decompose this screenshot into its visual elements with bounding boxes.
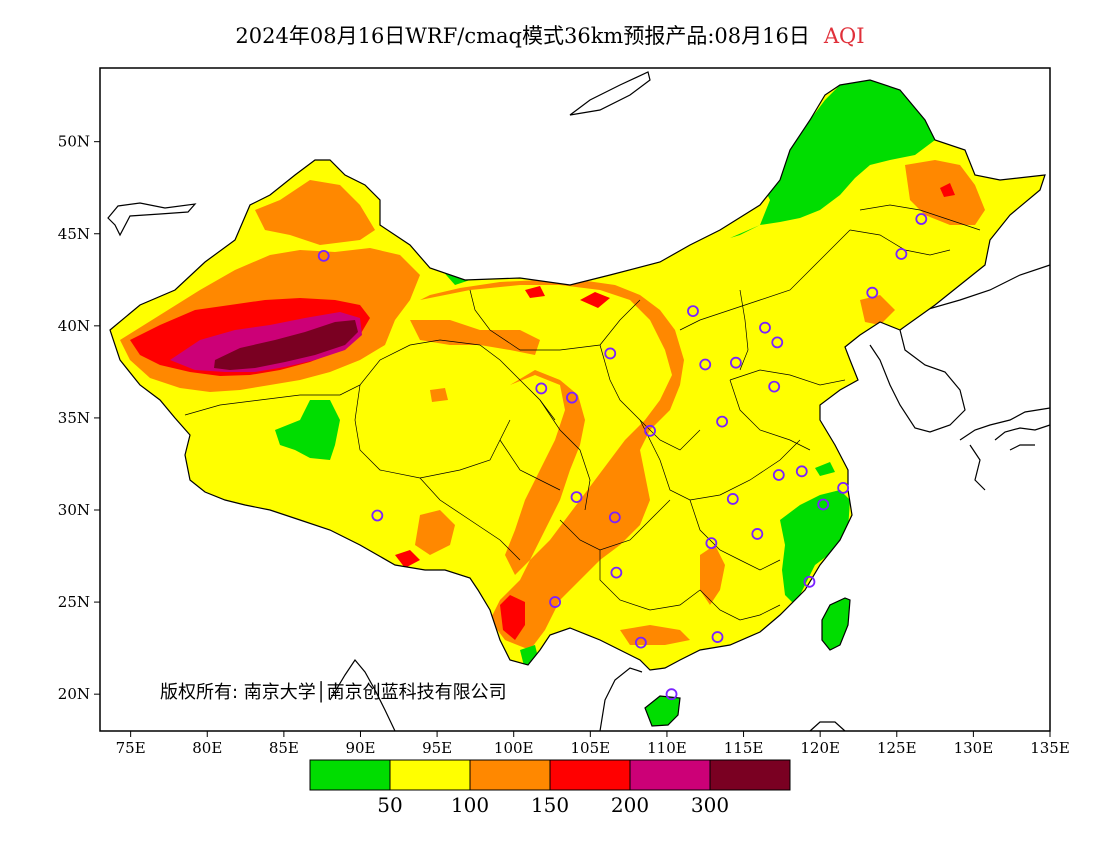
- station-marker: [687, 305, 699, 318]
- station-marker: [570, 491, 583, 504]
- y-tick-label: 25N: [58, 593, 90, 611]
- x-tick-label: 80E: [192, 739, 222, 757]
- y-tick-label: 20N: [58, 685, 90, 703]
- y-tick-label: 35N: [58, 409, 90, 427]
- station-marker: [716, 415, 728, 428]
- station-marker: [729, 356, 742, 369]
- station-marker: [837, 481, 850, 494]
- station-marker: [771, 336, 784, 349]
- y-tick-label: 40N: [58, 317, 90, 335]
- x-tick-label: 120E: [800, 739, 840, 757]
- station-marker: [604, 347, 617, 360]
- station-marker: [772, 469, 785, 481]
- y-axis-ticks: 50N 45N 40N 35N 30N 25N 20N: [58, 133, 100, 703]
- legend-color-box: [549, 759, 631, 791]
- title-main: 2024年08月16日WRF/cmaq模式36km预报产品:08月16日: [235, 24, 810, 48]
- station-marker: [317, 249, 330, 262]
- station-marker: [610, 566, 623, 579]
- y-tick-label: 45N: [58, 225, 90, 243]
- station-marker: [699, 358, 712, 371]
- station-marker: [665, 688, 678, 701]
- station-marker: [535, 382, 548, 395]
- station-marker: [549, 596, 561, 608]
- legend-label: 100: [451, 793, 489, 817]
- station-marker: [866, 286, 879, 299]
- station-marker: [608, 511, 621, 524]
- station-marker: [711, 631, 724, 643]
- legend-color-box: [309, 759, 391, 791]
- station-marker: [795, 465, 808, 478]
- legend-color-box: [469, 759, 551, 791]
- x-tick-label: 125E: [877, 739, 917, 757]
- station-marker: [705, 537, 718, 550]
- x-tick-label: 110E: [647, 739, 687, 757]
- y-tick-label: 50N: [58, 133, 90, 151]
- station-marker: [759, 321, 771, 334]
- x-tick-label: 85E: [269, 739, 299, 757]
- station-marker: [895, 248, 908, 260]
- x-tick-label: 115E: [724, 739, 764, 757]
- x-tick-label: 90E: [345, 739, 375, 757]
- aqi-legend: 50 100 150 200 300: [309, 759, 791, 817]
- x-tick-label: 105E: [571, 739, 611, 757]
- x-tick-label: 135E: [1030, 739, 1070, 757]
- legend-color-box: [389, 759, 471, 791]
- copyright-text: 版权所有: 南京大学│南京创蓝科技有限公司: [160, 681, 507, 703]
- station-marker: [644, 424, 656, 437]
- station-marker: [371, 509, 384, 522]
- x-tick-label: 95E: [422, 739, 452, 757]
- provincial-borders: [184, 204, 981, 621]
- legend-label: 150: [531, 793, 569, 817]
- x-tick-label: 130E: [954, 739, 994, 757]
- station-marker: [817, 498, 830, 511]
- station-marker: [751, 528, 764, 540]
- station-marker: [726, 493, 739, 505]
- map-title: 2024年08月16日WRF/cmaq模式36km预报产品:08月16日 AQI: [0, 20, 1100, 50]
- station-marker: [915, 213, 928, 225]
- legend-color-box: [709, 759, 791, 791]
- legend-label: 50: [377, 793, 402, 817]
- title-variable: AQI: [823, 24, 865, 48]
- station-marker: [803, 575, 816, 588]
- coastlines: [107, 71, 1051, 732]
- x-tick-label: 75E: [116, 739, 146, 757]
- y-tick-label: 30N: [58, 501, 90, 519]
- station-marker: [768, 380, 781, 393]
- legend-label: 200: [611, 793, 649, 817]
- legend-color-box: [629, 759, 711, 791]
- legend-label: 300: [691, 793, 729, 817]
- x-axis-ticks: 75E 80E 85E 90E 95E 100E 105E 110E 115E 120E 125E 1…: [116, 731, 1070, 757]
- station-markers: [317, 213, 928, 701]
- x-tick-label: 100E: [494, 739, 534, 757]
- station-marker: [634, 636, 647, 649]
- station-marker: [566, 391, 578, 404]
